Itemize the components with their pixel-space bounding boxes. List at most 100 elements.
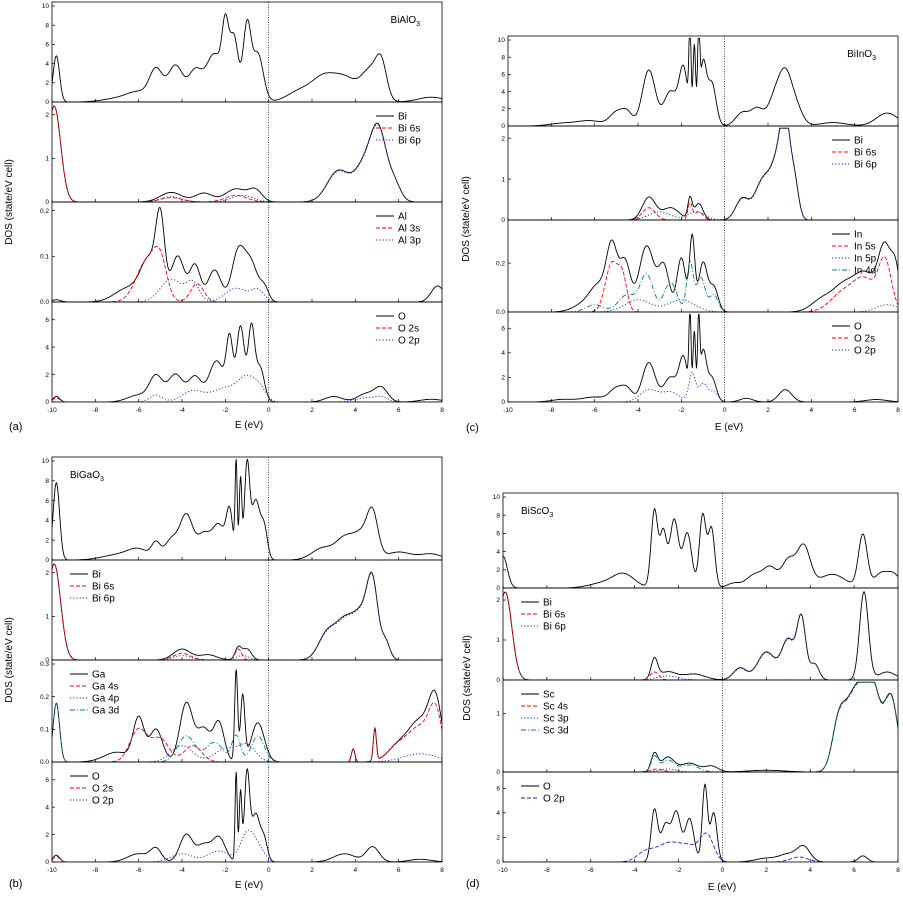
panel-frame [51, 301, 443, 403]
y-tick-label: 0 [45, 399, 49, 406]
y-tick-label: 6 [45, 317, 49, 324]
legend-label: Bi 6p [398, 136, 421, 147]
panel-frame [502, 587, 899, 681]
panel-c-4: 0 2 4 6 OO 2sO 2p [501, 311, 899, 406]
series-line-c-4-3 [508, 372, 898, 402]
x-tick-label: -8 [92, 407, 98, 414]
legend-label: Ga 4s [92, 682, 119, 693]
x-tick-label: -4 [179, 867, 185, 874]
series-line-d-2-2 [503, 591, 898, 680]
x-axis-label: E (eV) [708, 882, 736, 893]
panel-d-1: 0 2 4 6 8 10 BiScO3 [493, 492, 899, 592]
y-tick-label: 6 [45, 777, 49, 784]
x-tick-label: 8 [896, 867, 900, 874]
series-line-b-4-1 [52, 768, 442, 862]
x-tick-label: 0 [721, 867, 725, 874]
legend-label: Al 3s [398, 224, 420, 235]
y-tick-label: 0.1 [40, 253, 49, 260]
figure-letter: (a) [9, 421, 22, 433]
x-tick-label: -2 [222, 407, 228, 414]
legend-label: Ga 4p [92, 694, 120, 705]
panel-c-1: 0 2 4 6 8 10 BiInO3 [498, 35, 899, 130]
y-tick-label: 0 [496, 585, 500, 592]
legend-label: Bi 6p [543, 622, 566, 633]
legend-label: O 2p [854, 346, 876, 357]
y-tick-label: 0.0 [496, 309, 505, 316]
series-line-a-4-1 [52, 322, 442, 402]
legend-label: Bi [398, 112, 407, 123]
x-tick-label: 8 [440, 407, 444, 414]
legend-label: O [543, 782, 551, 793]
y-tick-label: 10 [42, 458, 50, 465]
x-tick-label: 0 [267, 867, 271, 874]
legend-label: Bi 6s [92, 582, 114, 593]
panel-d-4: 0 2 4 6 OO 2p [496, 771, 899, 866]
x-tick-label: -4 [179, 407, 185, 414]
series-line-d-2-1 [503, 591, 898, 680]
y-tick-label: 4 [496, 810, 500, 817]
x-tick-label: -6 [136, 867, 142, 874]
series-line-b-2-2 [52, 563, 442, 660]
x-tick-label: 6 [852, 867, 856, 874]
y-tick-label: 2 [496, 835, 500, 842]
legend-label: Bi 6s [398, 124, 420, 135]
legend-label: In 5s [854, 242, 876, 253]
panel-frame [51, 1, 443, 103]
series-line-c-2-3 [508, 127, 898, 220]
y-tick-label: 8 [45, 478, 49, 485]
x-tick-label: -4 [635, 407, 641, 414]
legend-label: O 2p [543, 794, 565, 805]
legend-label: O 2s [398, 324, 419, 335]
legend-label: Ga 3d [92, 706, 119, 717]
panel-a-4: 0 2 4 6 OO 2sO 2p [45, 301, 443, 406]
panel-title: BiGaO3 [70, 470, 104, 483]
y-tick-label: 0.3 [40, 661, 49, 668]
x-axis-label: E (eV) [235, 880, 263, 891]
x-tick-label: -6 [136, 407, 142, 414]
series-line-a-2-2 [52, 105, 442, 202]
series-line-b-4-2 [52, 856, 442, 862]
legend-label: Bi [854, 136, 863, 147]
legend-label: Sc 3d [543, 726, 569, 737]
panel-frame [51, 456, 443, 561]
x-tick-label: -2 [222, 867, 228, 874]
series-line-c-2-2 [508, 201, 898, 220]
y-tick-label: 0.1 [40, 727, 49, 734]
x-tick-label: 6 [853, 407, 857, 414]
legend-label: O 2s [854, 334, 875, 345]
x-tick-label: 0 [723, 407, 727, 414]
y-tick-label: 0.2 [40, 208, 49, 215]
series-line-d-4-1 [503, 783, 898, 862]
x-tick-label: 8 [440, 867, 444, 874]
y-tick-label: 2 [501, 106, 505, 113]
legend-label: O 2p [398, 336, 420, 347]
y-tick-label: 6 [501, 72, 505, 79]
y-tick-label: 0 [501, 399, 505, 406]
panel-frame [502, 492, 899, 589]
x-tick-label: -8 [548, 407, 554, 414]
x-tick-label: -10 [47, 407, 57, 414]
y-tick-label: 0.0 [40, 759, 49, 766]
series-line-c-2-1 [508, 127, 898, 220]
y-tick-label: 0 [45, 859, 49, 866]
series-line-b-2-1 [52, 563, 442, 660]
y-tick-label: 0 [496, 859, 500, 866]
x-tick-label: 2 [310, 867, 314, 874]
y-tick-label: 0 [501, 217, 505, 224]
y-axis-label: DOS (state/eV cell) [462, 635, 473, 721]
legend-label: In 4d [854, 266, 876, 277]
y-tick-label: 6 [501, 325, 505, 332]
x-tick-label: -8 [544, 867, 550, 874]
panel-frame [51, 559, 443, 661]
panel-title-subscript: 3 [549, 512, 553, 519]
legend-label: Bi [92, 570, 101, 581]
y-tick-label: 0 [45, 99, 49, 106]
panel-title: BiAlO3 [391, 15, 421, 28]
x-tick-label: -10 [503, 407, 513, 414]
